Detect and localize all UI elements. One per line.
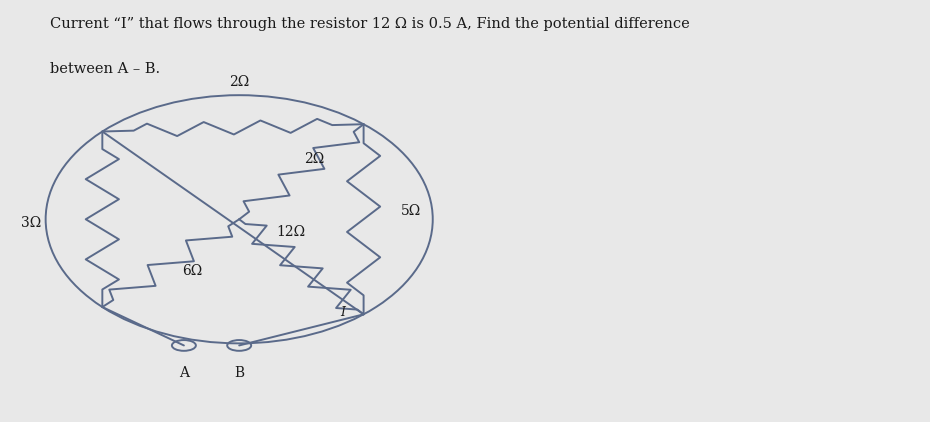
Text: 3Ω: 3Ω — [20, 216, 41, 230]
Text: 2Ω: 2Ω — [229, 75, 249, 89]
Text: 6Ω: 6Ω — [182, 264, 203, 278]
Text: 12Ω: 12Ω — [276, 225, 305, 239]
Text: A: A — [179, 366, 189, 380]
Text: I: I — [340, 306, 346, 319]
Text: B: B — [234, 366, 245, 380]
Text: 5Ω: 5Ω — [401, 204, 420, 218]
Text: Current “I” that flows through the resistor 12 Ω is 0.5 A, Find the potential di: Current “I” that flows through the resis… — [50, 16, 690, 30]
Text: 2Ω: 2Ω — [304, 152, 324, 166]
Text: between A – B.: between A – B. — [50, 62, 160, 76]
